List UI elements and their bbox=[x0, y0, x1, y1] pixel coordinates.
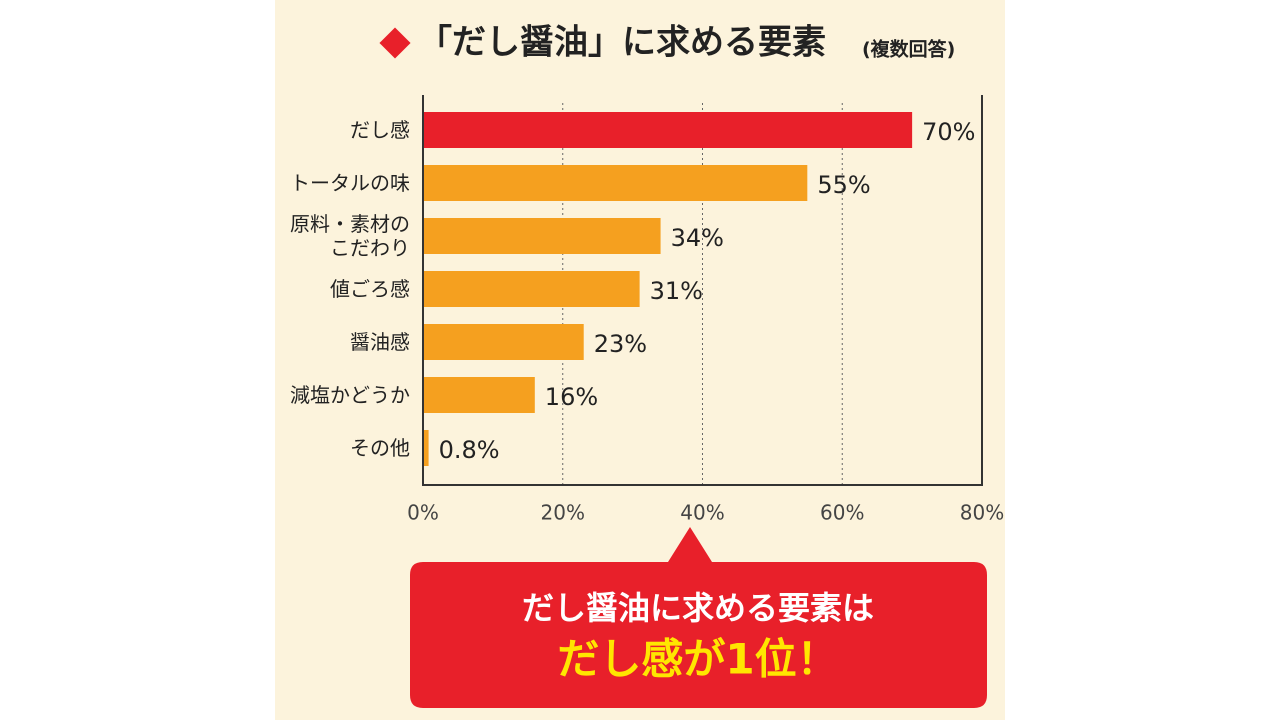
value-label: 55% bbox=[817, 171, 870, 199]
y-tick-label: トータルの味 bbox=[290, 171, 410, 195]
chart-subtitle: (複数回答) bbox=[862, 38, 955, 61]
callout-box bbox=[410, 527, 987, 708]
bar bbox=[424, 324, 584, 360]
callout-line2: だし感が1位！ bbox=[557, 635, 838, 684]
x-tick-label: 60% bbox=[820, 501, 864, 525]
y-tick-label: 減塩かどうか bbox=[290, 383, 410, 407]
x-tick-label: 80% bbox=[960, 501, 1004, 525]
bar bbox=[424, 218, 661, 254]
value-label: 23% bbox=[594, 330, 647, 358]
bar bbox=[424, 165, 808, 201]
title-icon bbox=[379, 27, 411, 59]
chart-title: 「だし醤油」に求める要素 bbox=[418, 23, 826, 63]
value-label: 34% bbox=[671, 224, 724, 252]
value-label: 31% bbox=[650, 277, 703, 305]
bar bbox=[424, 377, 535, 413]
callout-line1: だし醤油に求める要素は bbox=[522, 589, 874, 627]
bar bbox=[424, 430, 429, 466]
y-tick-label: 原料・素材の こだわり bbox=[290, 212, 410, 260]
x-tick-label: 40% bbox=[680, 501, 724, 525]
y-tick-label: だし感 bbox=[350, 118, 410, 142]
y-tick-label: 醤油感 bbox=[350, 330, 410, 354]
value-label: 0.8% bbox=[439, 436, 500, 464]
value-label: 70% bbox=[922, 118, 975, 146]
bar bbox=[424, 112, 913, 148]
bar bbox=[424, 271, 640, 307]
x-tick-label: 0% bbox=[407, 501, 439, 525]
y-tick-label: 値ごろ感 bbox=[330, 277, 410, 301]
x-tick-label: 20% bbox=[541, 501, 585, 525]
y-tick-label: その他 bbox=[350, 436, 410, 460]
value-label: 16% bbox=[545, 383, 598, 411]
